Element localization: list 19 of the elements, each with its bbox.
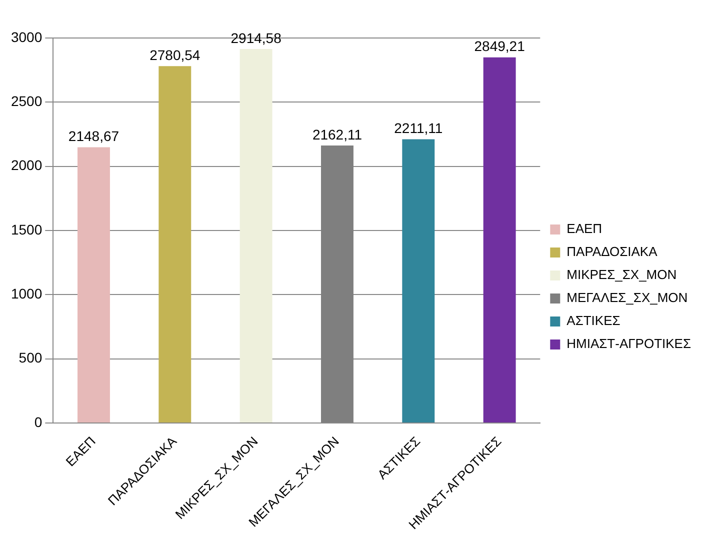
y-tick-label: 3000 — [10, 28, 42, 45]
legend-label: ΜΕΓΑΛΕΣ_ΣΧ_ΜΟΝ — [566, 290, 688, 306]
data-label: 2148,67 — [68, 128, 120, 144]
data-label: 2849,21 — [474, 38, 526, 54]
legend-label: ΕΑΕΠ — [566, 221, 602, 236]
y-tick-label: 2500 — [10, 93, 42, 110]
y-tick-label: 2000 — [10, 157, 42, 174]
legend-label: ΑΣΤΙΚΕΣ — [566, 313, 620, 328]
data-label: 2780,54 — [150, 47, 200, 64]
y-tick-label: 0 — [34, 414, 42, 430]
y-tick-label: 1500 — [10, 221, 42, 238]
data-label: 2162,11 — [312, 126, 362, 142]
legend-label: ΠΑΡΑΔΟΣΙΑΚΑ — [566, 244, 658, 260]
y-tick-label: 1000 — [10, 286, 42, 302]
y-tick-label: 500 — [18, 350, 42, 366]
data-label: 2914,58 — [230, 30, 282, 46]
legend-label: ΗΜΙΑΣΤ-ΑΓΡΟΤΙΚΕΣ — [566, 336, 692, 352]
data-label: 2211,11 — [394, 120, 443, 136]
legend-label: ΜΙΚΡΕΣ_ΣΧ_ΜΟΝ — [566, 267, 677, 282]
